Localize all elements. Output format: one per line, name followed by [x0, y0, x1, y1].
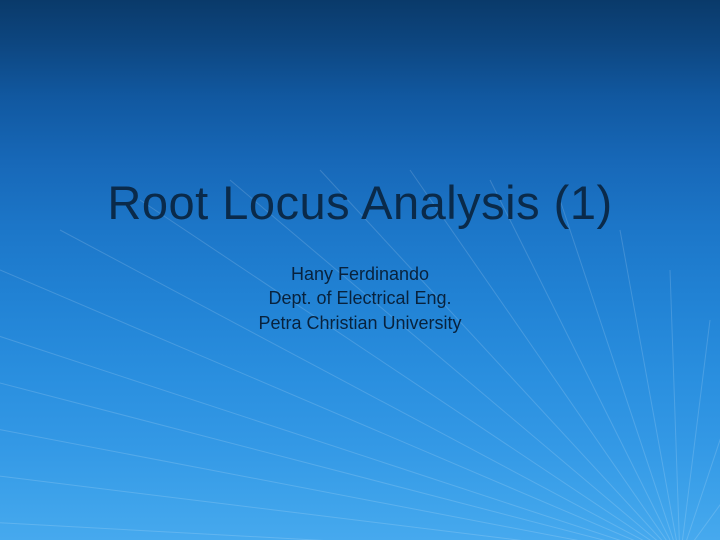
institution-line: Petra Christian University: [0, 311, 720, 335]
title-slide: Root Locus Analysis (1) Hany Ferdinando …: [0, 0, 720, 540]
department-line: Dept. of Electrical Eng.: [0, 286, 720, 310]
author-line: Hany Ferdinando: [0, 262, 720, 286]
slide-subtitle-block: Hany Ferdinando Dept. of Electrical Eng.…: [0, 262, 720, 335]
slide-title: Root Locus Analysis (1): [0, 175, 720, 230]
